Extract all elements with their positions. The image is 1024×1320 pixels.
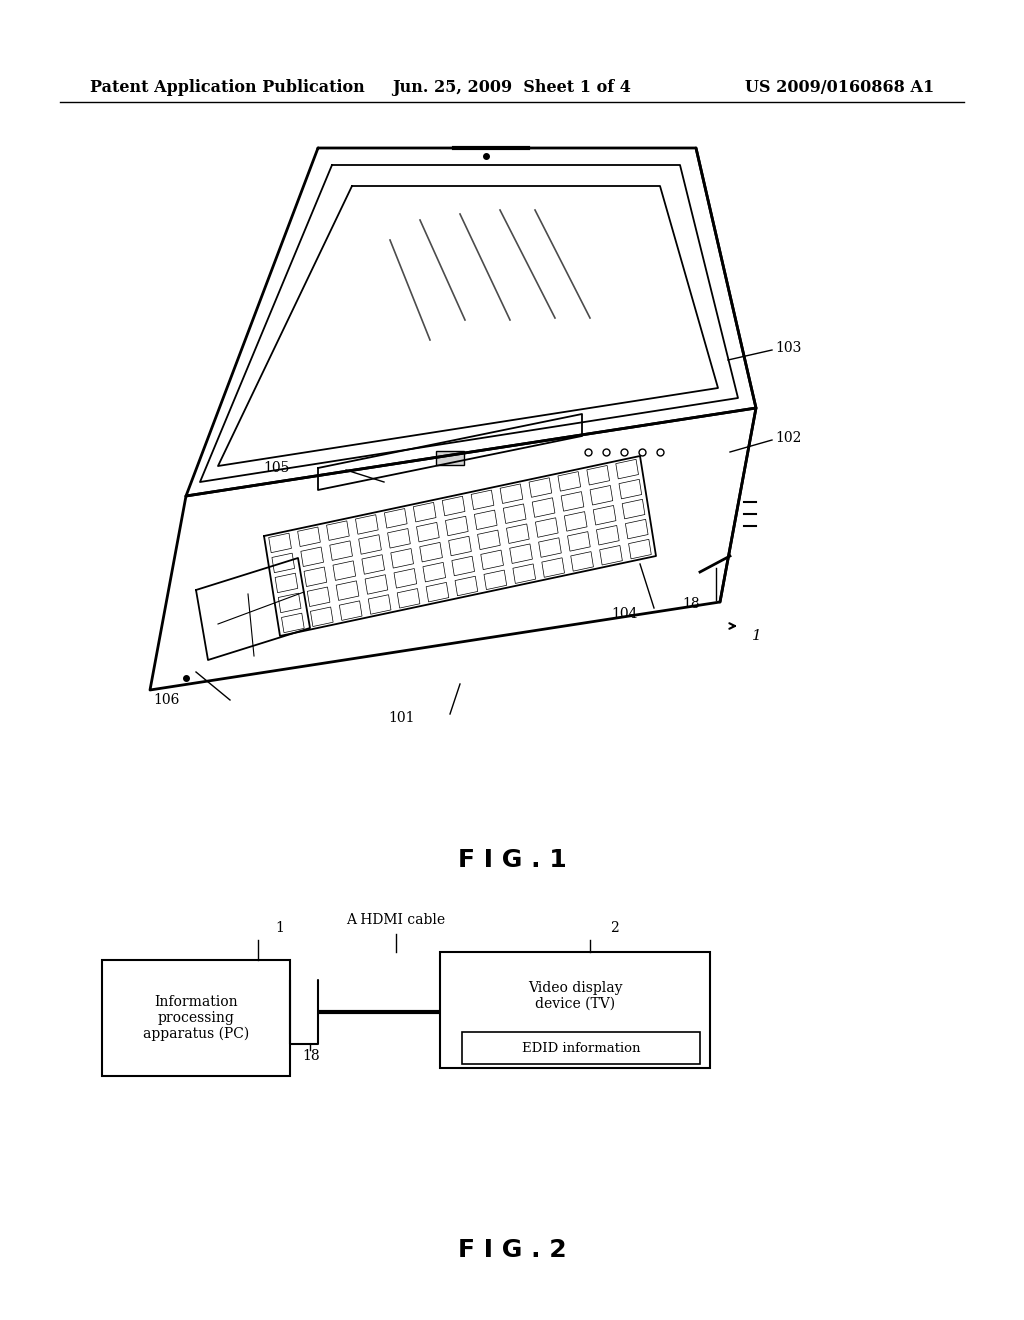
Polygon shape [423, 562, 445, 582]
Bar [440, 952, 710, 1068]
Polygon shape [564, 512, 587, 531]
Polygon shape [268, 533, 292, 553]
Polygon shape [484, 570, 507, 590]
Polygon shape [426, 582, 449, 602]
Text: 2: 2 [609, 921, 618, 935]
Polygon shape [504, 504, 526, 524]
Polygon shape [442, 496, 465, 516]
Polygon shape [596, 525, 620, 545]
Polygon shape [414, 503, 436, 521]
Text: 1: 1 [752, 630, 762, 643]
Text: 104: 104 [611, 607, 638, 620]
Polygon shape [449, 536, 471, 556]
Polygon shape [629, 540, 651, 558]
Polygon shape [333, 561, 355, 581]
Text: F I G . 1: F I G . 1 [458, 847, 566, 873]
Polygon shape [513, 564, 536, 583]
Text: 101: 101 [388, 711, 415, 725]
Polygon shape [600, 545, 623, 565]
Polygon shape [561, 491, 584, 511]
Polygon shape [500, 484, 523, 503]
Polygon shape [391, 549, 414, 568]
Text: 105: 105 [263, 461, 290, 475]
Polygon shape [539, 537, 561, 557]
Polygon shape [567, 532, 590, 552]
Polygon shape [455, 577, 478, 595]
Polygon shape [301, 546, 324, 566]
Polygon shape [474, 510, 497, 529]
Polygon shape [279, 593, 301, 612]
Polygon shape [327, 521, 349, 540]
Text: Video display
device (TV): Video display device (TV) [527, 981, 623, 1011]
Polygon shape [339, 601, 362, 620]
Polygon shape [394, 569, 417, 589]
Polygon shape [417, 523, 439, 543]
Text: US 2009/0160868 A1: US 2009/0160868 A1 [744, 79, 934, 96]
Polygon shape [626, 519, 648, 539]
Polygon shape [536, 517, 558, 537]
Text: 102: 102 [775, 432, 802, 445]
Polygon shape [593, 506, 616, 525]
Polygon shape [445, 516, 468, 536]
Polygon shape [507, 524, 529, 544]
Polygon shape [510, 544, 532, 564]
Text: Information
processing
apparatus (PC): Information processing apparatus (PC) [143, 994, 249, 1041]
Polygon shape [542, 558, 564, 577]
Polygon shape [272, 553, 295, 573]
Polygon shape [397, 589, 420, 609]
Polygon shape [452, 556, 474, 576]
Text: 103: 103 [775, 341, 802, 355]
Polygon shape [361, 554, 385, 574]
Polygon shape [388, 528, 411, 548]
Polygon shape [336, 581, 358, 601]
Polygon shape [307, 587, 330, 606]
Polygon shape [369, 595, 391, 614]
Text: 18: 18 [302, 1049, 319, 1063]
Bar [102, 960, 290, 1076]
Polygon shape [384, 508, 408, 528]
Polygon shape [358, 535, 381, 554]
Polygon shape [420, 543, 442, 562]
Polygon shape [304, 568, 327, 586]
Polygon shape [590, 486, 612, 506]
Polygon shape [623, 499, 645, 519]
Polygon shape [366, 574, 388, 594]
Polygon shape [529, 478, 552, 498]
Polygon shape [330, 541, 352, 561]
Text: Patent Application Publication: Patent Application Publication [90, 79, 365, 96]
Text: A HDMI cable: A HDMI cable [346, 913, 445, 927]
Polygon shape [471, 490, 494, 510]
Polygon shape [282, 614, 304, 632]
Polygon shape [558, 471, 581, 491]
Polygon shape [532, 498, 555, 517]
Polygon shape [570, 552, 594, 572]
Text: 1: 1 [275, 921, 285, 935]
Polygon shape [587, 466, 609, 484]
Bar [436, 451, 464, 465]
Text: 106: 106 [154, 693, 180, 708]
Polygon shape [298, 527, 321, 546]
Text: 18: 18 [682, 597, 700, 611]
Polygon shape [275, 573, 298, 593]
Polygon shape [615, 459, 639, 479]
Polygon shape [355, 515, 378, 535]
Text: EDID information: EDID information [522, 1041, 640, 1055]
Polygon shape [310, 607, 333, 627]
Polygon shape [481, 550, 504, 570]
Polygon shape [477, 531, 501, 549]
Text: Jun. 25, 2009  Sheet 1 of 4: Jun. 25, 2009 Sheet 1 of 4 [392, 79, 632, 96]
Text: F I G . 2: F I G . 2 [458, 1238, 566, 1262]
Polygon shape [618, 479, 642, 499]
Bar [462, 1032, 700, 1064]
